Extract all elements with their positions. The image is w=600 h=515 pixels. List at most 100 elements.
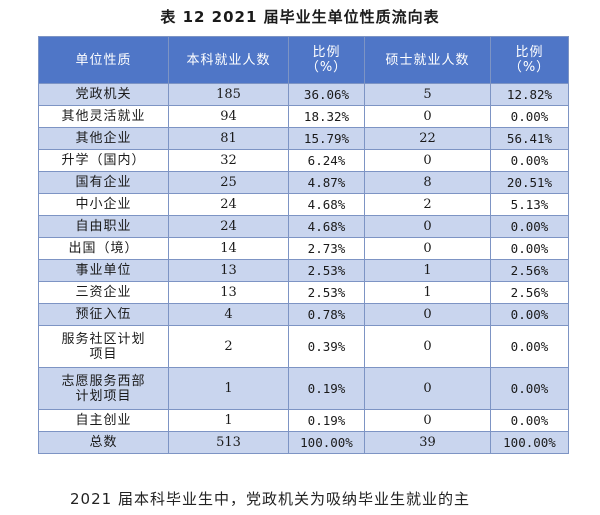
cell-bachelor-count: 1 (168, 367, 289, 410)
cell-master-pct: 5.13% (490, 193, 569, 216)
cell-unit-type: 三资企业 (38, 281, 169, 304)
table-row: 出国（境） 14 2.73% 0 0.00% (38, 237, 569, 260)
cell-bachelor-count: 25 (168, 171, 289, 194)
table-row: 预征入伍 4 0.78% 0 0.00% (38, 303, 569, 326)
cell-unit-type: 出国（境） (38, 237, 169, 260)
cell-unit-type: 其他灵活就业 (38, 105, 169, 128)
cell-bachelor-pct: 4.68% (288, 193, 365, 216)
cell-bachelor-pct: 2.53% (288, 281, 365, 304)
cell-unit-type: 自由职业 (38, 215, 169, 238)
cell-master-pct: 2.56% (490, 259, 569, 282)
table-header-row: 单位性质 本科就业人数 比例 （%） 硕士就业人数 比例 （%） (38, 36, 569, 84)
cell-master-count: 22 (364, 127, 491, 150)
unit-type-table: 单位性质 本科就业人数 比例 （%） 硕士就业人数 比例 （%） 党政机关 185… (38, 36, 569, 454)
cell-master-count: 0 (364, 105, 491, 128)
cell-bachelor-pct: 100.00% (288, 431, 365, 454)
cell-master-count: 1 (364, 281, 491, 304)
cell-bachelor-pct: 4.87% (288, 171, 365, 194)
cell-master-count: 0 (364, 303, 491, 326)
table-row: 其他企业 81 15.79% 22 56.41% (38, 127, 569, 150)
table-row: 其他灵活就业 94 18.32% 0 0.00% (38, 105, 569, 128)
table-row: 升学（国内） 32 6.24% 0 0.00% (38, 149, 569, 172)
cell-master-count: 5 (364, 83, 491, 106)
cell-master-pct: 100.00% (490, 431, 569, 454)
cell-bachelor-count: 24 (168, 193, 289, 216)
cell-master-pct: 0.00% (490, 409, 569, 432)
cell-bachelor-pct: 4.68% (288, 215, 365, 238)
cell-bachelor-pct: 0.19% (288, 367, 365, 410)
cell-bachelor-count: 2 (168, 325, 289, 368)
cell-master-pct: 20.51% (490, 171, 569, 194)
footer-paragraph: 2021 届本科毕业生中，党政机关为吸纳毕业生就业的主 (70, 490, 470, 508)
cell-unit-type: 事业单位 (38, 259, 169, 282)
table-title: 表 12 2021 届毕业生单位性质流向表 (160, 8, 440, 26)
cell-unit-type: 志愿服务西部 计划项目 (38, 367, 169, 410)
cell-master-pct: 0.00% (490, 105, 569, 128)
cell-bachelor-count: 185 (168, 83, 289, 106)
cell-bachelor-count: 94 (168, 105, 289, 128)
cell-bachelor-pct: 2.53% (288, 259, 365, 282)
cell-bachelor-pct: 0.39% (288, 325, 365, 368)
table-row: 服务社区计划 项目 2 0.39% 0 0.00% (38, 325, 569, 368)
table-row: 自主创业 1 0.19% 0 0.00% (38, 409, 569, 432)
table-row: 事业单位 13 2.53% 1 2.56% (38, 259, 569, 282)
cell-bachelor-pct: 0.78% (288, 303, 365, 326)
header-master-count: 硕士就业人数 (364, 36, 491, 84)
cell-master-pct: 2.56% (490, 281, 569, 304)
cell-master-count: 0 (364, 149, 491, 172)
cell-unit-type: 自主创业 (38, 409, 169, 432)
cell-unit-type: 服务社区计划 项目 (38, 325, 169, 368)
table-row: 中小企业 24 4.68% 2 5.13% (38, 193, 569, 216)
cell-unit-type: 国有企业 (38, 171, 169, 194)
cell-bachelor-count: 32 (168, 149, 289, 172)
cell-master-count: 1 (364, 259, 491, 282)
cell-master-count: 0 (364, 409, 491, 432)
cell-master-pct: 0.00% (490, 215, 569, 238)
cell-bachelor-pct: 2.73% (288, 237, 365, 260)
cell-master-count: 0 (364, 325, 491, 368)
cell-master-pct: 0.00% (490, 325, 569, 368)
header-bachelor-pct: 比例 （%） (288, 36, 365, 84)
cell-unit-type: 中小企业 (38, 193, 169, 216)
cell-master-count: 39 (364, 431, 491, 454)
table-row: 国有企业 25 4.87% 8 20.51% (38, 171, 569, 194)
table-row: 三资企业 13 2.53% 1 2.56% (38, 281, 569, 304)
cell-bachelor-count: 81 (168, 127, 289, 150)
header-master-pct: 比例 （%） (490, 36, 569, 84)
cell-unit-type: 其他企业 (38, 127, 169, 150)
cell-bachelor-pct: 15.79% (288, 127, 365, 150)
cell-master-pct: 0.00% (490, 237, 569, 260)
cell-master-count: 0 (364, 215, 491, 238)
cell-bachelor-count: 13 (168, 281, 289, 304)
table-body: 党政机关 185 36.06% 5 12.82% 其他灵活就业 94 18.32% 0 0.00%… (38, 83, 569, 454)
cell-bachelor-count: 4 (168, 303, 289, 326)
header-bachelor-count: 本科就业人数 (168, 36, 289, 84)
cell-master-count: 2 (364, 193, 491, 216)
table-row: 总数 513 100.00% 39 100.00% (38, 431, 569, 454)
header-unit-type: 单位性质 (38, 36, 169, 84)
cell-bachelor-count: 513 (168, 431, 289, 454)
cell-bachelor-pct: 0.19% (288, 409, 365, 432)
cell-bachelor-count: 13 (168, 259, 289, 282)
table-row: 志愿服务西部 计划项目 1 0.19% 0 0.00% (38, 367, 569, 410)
cell-master-pct: 0.00% (490, 367, 569, 410)
cell-bachelor-pct: 6.24% (288, 149, 365, 172)
cell-bachelor-count: 14 (168, 237, 289, 260)
table-row: 党政机关 185 36.06% 5 12.82% (38, 83, 569, 106)
cell-unit-type: 总数 (38, 431, 169, 454)
cell-unit-type: 预征入伍 (38, 303, 169, 326)
cell-master-pct: 56.41% (490, 127, 569, 150)
cell-master-pct: 12.82% (490, 83, 569, 106)
cell-master-count: 0 (364, 237, 491, 260)
cell-master-pct: 0.00% (490, 149, 569, 172)
cell-unit-type: 升学（国内） (38, 149, 169, 172)
cell-master-count: 8 (364, 171, 491, 194)
cell-master-pct: 0.00% (490, 303, 569, 326)
cell-bachelor-count: 1 (168, 409, 289, 432)
cell-bachelor-count: 24 (168, 215, 289, 238)
table-row: 自由职业 24 4.68% 0 0.00% (38, 215, 569, 238)
cell-bachelor-pct: 18.32% (288, 105, 365, 128)
cell-master-count: 0 (364, 367, 491, 410)
cell-bachelor-pct: 36.06% (288, 83, 365, 106)
cell-unit-type: 党政机关 (38, 83, 169, 106)
